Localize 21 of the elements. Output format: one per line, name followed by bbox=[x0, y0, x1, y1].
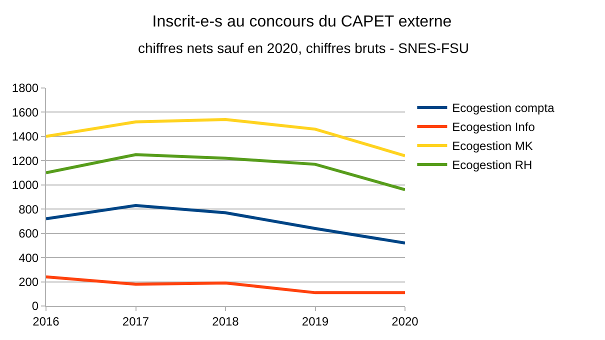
y-tick-label: 600 bbox=[18, 226, 39, 241]
legend-label: Ecogestion Info bbox=[452, 120, 536, 134]
legend-label: Ecogestion MK bbox=[452, 139, 533, 154]
legend-label: Ecogestion compta bbox=[452, 101, 555, 116]
y-tick-label: 1800 bbox=[12, 81, 39, 96]
y-tick-label: 1600 bbox=[12, 105, 39, 120]
x-tick-label: 2020 bbox=[392, 314, 419, 328]
y-tick-label: 0 bbox=[32, 299, 39, 314]
y-tick-label: 400 bbox=[18, 250, 39, 265]
legend-label: Ecogestion RH bbox=[452, 158, 532, 172]
y-tick-label: 1200 bbox=[12, 154, 39, 168]
y-tick-label: 800 bbox=[18, 202, 39, 216]
chart-title: Inscrit-e-s au concours du CAPET externe bbox=[152, 14, 452, 30]
y-tick-label: 1000 bbox=[12, 178, 39, 192]
x-tick-label: 2016 bbox=[32, 314, 60, 328]
x-tick-label: 2017 bbox=[122, 314, 150, 328]
x-tick-label: 2018 bbox=[212, 314, 240, 328]
x-tick-label: 2019 bbox=[302, 314, 329, 328]
chart-subtitle: chiffres nets sauf en 2020, chiffres bruts - SNES-FSU bbox=[138, 40, 469, 56]
y-tick-label: 200 bbox=[18, 274, 39, 289]
y-tick-label: 1400 bbox=[12, 130, 39, 144]
